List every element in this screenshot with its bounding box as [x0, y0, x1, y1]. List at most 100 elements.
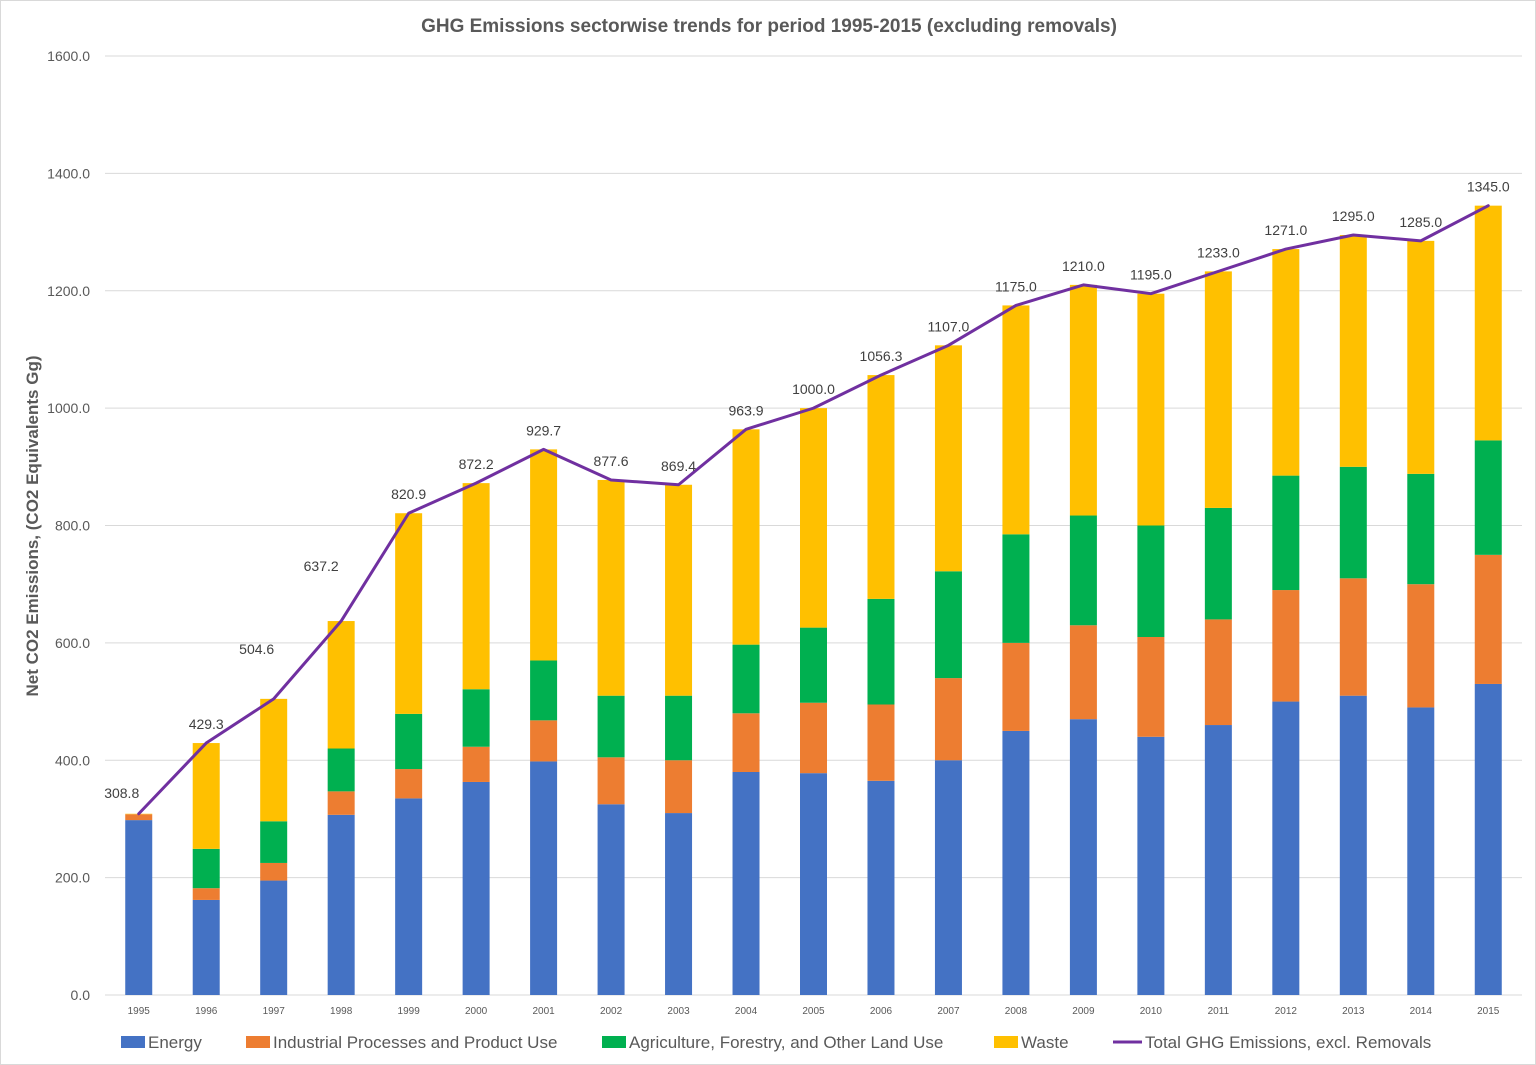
legend-swatch-3 [994, 1036, 1018, 1048]
bar-energy-2004 [732, 771, 760, 995]
bar-waste-2008 [1002, 305, 1030, 535]
x-tick-label-2004: 2004 [735, 1006, 758, 1017]
y-tick-label: 1600.0 [47, 48, 90, 64]
x-tick-label-2007: 2007 [937, 1006, 960, 1017]
bar-industrial-processes-and-product-use-2000 [462, 746, 490, 782]
bar-industrial-processes-and-product-use-2010 [1137, 637, 1165, 737]
x-tick-label-1999: 1999 [398, 1006, 421, 1017]
data-label-2008: 1175.0 [995, 278, 1037, 294]
data-label-2014: 1285.0 [1399, 214, 1442, 230]
bar-industrial-processes-and-product-use-1997 [260, 862, 288, 881]
data-label-2015: 1345.0 [1467, 179, 1510, 195]
bar-energy-2011 [1204, 725, 1232, 995]
bar-energy-2007 [934, 760, 962, 995]
bar-industrial-processes-and-product-use-2015 [1474, 554, 1502, 684]
bar-energy-2009 [1069, 719, 1097, 995]
x-tick-label-2003: 2003 [667, 1006, 690, 1017]
bar-waste-1996 [192, 743, 220, 849]
data-label-1999: 820.9 [391, 486, 426, 502]
y-tick-label: 1200.0 [47, 283, 90, 299]
bar-agriculture-forestry-and-other-land-use-1998 [327, 748, 355, 792]
bar-agriculture-forestry-and-other-land-use-2000 [462, 689, 490, 747]
bar-energy-1998 [327, 814, 355, 995]
bar-industrial-processes-and-product-use-2002 [597, 757, 625, 805]
bar-energy-2003 [665, 813, 693, 995]
data-label-2001: 929.7 [526, 422, 561, 438]
bar-industrial-processes-and-product-use-1996 [192, 888, 220, 900]
bar-waste-2010 [1137, 293, 1165, 526]
bar-agriculture-forestry-and-other-land-use-2002 [597, 695, 625, 758]
chart-title: GHG Emissions sectorwise trends for peri… [421, 16, 1117, 37]
bar-industrial-processes-and-product-use-2005 [800, 702, 827, 774]
y-tick-label: 800.0 [55, 518, 90, 534]
bar-waste-2011 [1204, 271, 1232, 508]
bar-agriculture-forestry-and-other-land-use-2014 [1407, 473, 1435, 585]
bar-waste-2015 [1474, 205, 1502, 441]
bar-waste-2001 [530, 449, 558, 661]
bar-waste-2007 [934, 345, 962, 572]
bar-industrial-processes-and-product-use-2001 [530, 720, 558, 762]
legend: Energy Industrial Processes and Product U… [121, 1033, 1431, 1052]
data-label-2012: 1271.0 [1264, 222, 1307, 238]
data-label-2006: 1056.3 [860, 348, 903, 364]
bar-agriculture-forestry-and-other-land-use-2006 [867, 598, 895, 705]
x-tick-label-2012: 2012 [1275, 1006, 1298, 1017]
x-tick-label-2011: 2011 [1208, 1006, 1230, 1017]
legend-label-2: Agriculture, Forestry, and Other Land Us… [629, 1033, 943, 1052]
bar-energy-2002 [597, 804, 625, 995]
x-tick-label-2009: 2009 [1072, 1006, 1095, 1017]
legend-label-total-line: Total GHG Emissions, excl. Removals [1145, 1033, 1431, 1052]
bar-energy-2010 [1137, 736, 1165, 995]
x-tick-label-2006: 2006 [870, 1006, 893, 1017]
data-label-1998: 637.2 [304, 558, 339, 574]
x-tick-label-1996: 1996 [195, 1006, 218, 1017]
legend-label-3: Waste [1021, 1033, 1069, 1052]
total-line [137, 204, 1490, 816]
data-label-2013: 1295.0 [1332, 208, 1375, 224]
x-tick-label-2015: 2015 [1477, 1006, 1500, 1017]
bar-industrial-processes-and-product-use-2004 [732, 713, 760, 772]
bar-agriculture-forestry-and-other-land-use-2001 [530, 660, 558, 721]
bar-industrial-processes-and-product-use-2007 [934, 678, 962, 761]
data-label-1997: 504.6 [239, 641, 274, 657]
bar-agriculture-forestry-and-other-land-use-1999 [395, 713, 423, 770]
x-tick-label-1998: 1998 [330, 1006, 353, 1017]
data-label-2000: 872.2 [459, 456, 494, 472]
bar-energy-1999 [395, 798, 423, 995]
bar-energy-1997 [260, 880, 288, 995]
bar-waste-2013 [1339, 234, 1367, 467]
data-labels: 308.8 429.3 504.6 637.2 820.9 872.2 929.7 877.6… [104, 179, 1510, 801]
x-tick-label-2005: 2005 [802, 1006, 825, 1017]
bar-agriculture-forestry-and-other-land-use-2008 [1002, 534, 1030, 643]
legend-swatch-1 [246, 1036, 270, 1048]
y-axis-ticks: 0.0 200.0 400.0 600.0 800.0 1000.0 1200.0 1400.… [47, 48, 90, 1003]
bar-industrial-processes-and-product-use-2003 [665, 760, 693, 814]
x-tick-label-2014: 2014 [1410, 1006, 1433, 1017]
bar-agriculture-forestry-and-other-land-use-1996 [192, 848, 220, 889]
legend-label-1: Industrial Processes and Product Use [273, 1033, 557, 1052]
bar-agriculture-forestry-and-other-land-use-2010 [1137, 525, 1165, 638]
bar-agriculture-forestry-and-other-land-use-2012 [1272, 475, 1300, 591]
bars [125, 205, 1502, 995]
x-axis-ticks: 1995 1996 1997 1998 1999 2000 2001 2002 2003 2004… [128, 1006, 1500, 1017]
bar-agriculture-forestry-and-other-land-use-2004 [732, 644, 760, 714]
bar-waste-2000 [462, 483, 490, 690]
bar-industrial-processes-and-product-use-2008 [1002, 642, 1030, 731]
bar-agriculture-forestry-and-other-land-use-1997 [260, 821, 288, 863]
bar-waste-2004 [732, 429, 760, 645]
bar-energy-2015 [1474, 683, 1502, 995]
data-label-2005: 1000.0 [792, 381, 835, 397]
data-label-2007: 1107.0 [928, 318, 970, 334]
bar-energy-2008 [1002, 730, 1030, 995]
bar-energy-2000 [462, 781, 490, 995]
bar-agriculture-forestry-and-other-land-use-2015 [1474, 440, 1502, 555]
x-tick-label-2013: 2013 [1342, 1006, 1365, 1017]
bar-industrial-processes-and-product-use-1998 [327, 791, 355, 815]
x-tick-label-2008: 2008 [1005, 1006, 1028, 1017]
legend-swatch-2 [602, 1036, 626, 1048]
bar-industrial-processes-and-product-use-1999 [395, 769, 423, 799]
bar-waste-2014 [1407, 240, 1435, 474]
bar-agriculture-forestry-and-other-land-use-2005 [800, 627, 827, 703]
